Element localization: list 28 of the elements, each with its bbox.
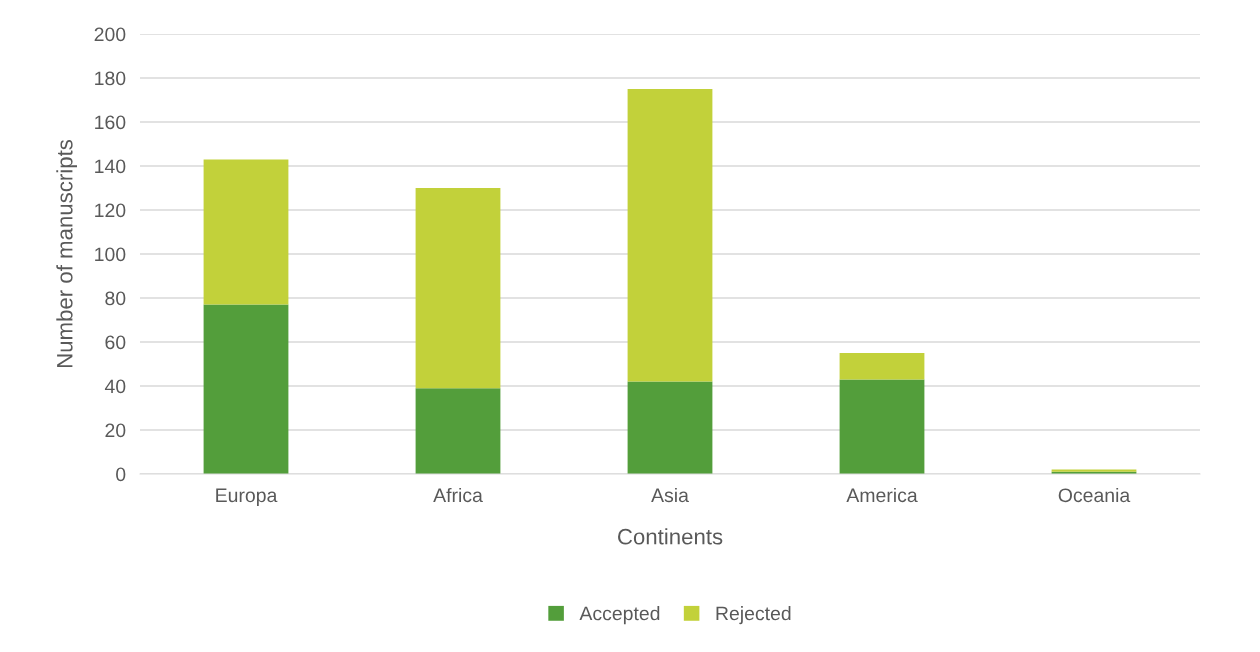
- bar: [203, 304, 289, 474]
- bar: [627, 381, 713, 474]
- y-tick-label: 200: [94, 27, 126, 42]
- bar: [415, 188, 501, 389]
- bar: [839, 353, 925, 380]
- y-tick-label: 100: [95, 247, 126, 262]
- legend-label: Rejected: [716, 606, 791, 625]
- x-axis-title: Continents: [618, 528, 723, 545]
- x-tick-label: Asia: [651, 487, 689, 503]
- x-tick-label: America: [846, 487, 918, 503]
- legend-label: Accepted: [579, 606, 660, 625]
- y-tick-label: 140: [95, 159, 126, 174]
- bar: [203, 159, 289, 305]
- y-tick-label: 120: [95, 203, 126, 218]
- y-tick-label: 40: [104, 379, 126, 394]
- bar: [627, 89, 713, 382]
- x-tick-label: Oceania: [1058, 487, 1131, 503]
- x-tick-label: Europa: [216, 488, 278, 507]
- bar: [839, 379, 925, 474]
- y-tick-label: 180: [95, 71, 126, 86]
- bar: [415, 388, 501, 474]
- y-tick-label: 0: [116, 467, 126, 482]
- y-tick-label: 80: [105, 291, 126, 306]
- x-tick-label: Africa: [433, 487, 483, 503]
- y-tick-label: 160: [95, 115, 126, 130]
- y-tick-label: 60: [105, 335, 126, 350]
- y-axis-title: Number of manuscripts: [56, 139, 78, 368]
- y-tick-label: 20: [105, 423, 126, 438]
